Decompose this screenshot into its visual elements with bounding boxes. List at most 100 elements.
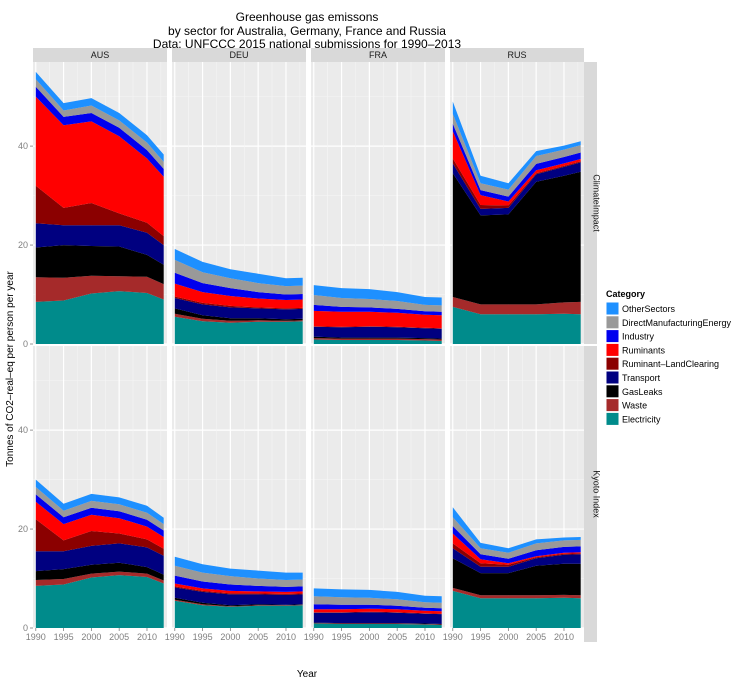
facet-panels: AUS DEU FRA RUS ClimateImpact Kyoto Index 0 20 4… — [18, 48, 602, 642]
area-ruminant-landclearing-kyoto-index-deu — [174, 586, 303, 595]
area-othersectors-kyoto-index-deu — [174, 556, 303, 580]
legend-item-waste: Waste — [605, 398, 647, 413]
facet-label-deu: DEU — [229, 50, 248, 60]
x-tick-label: 2005 — [526, 632, 546, 642]
legend-swatch-ruminant-landclearing — [606, 357, 619, 370]
legend-swatch-industry — [606, 330, 619, 343]
area-electricity-kyoto-index-fra — [313, 623, 442, 628]
area-ruminant-landclearing-kyoto-index-rus — [452, 543, 581, 567]
y-tick-label: 20 — [18, 524, 28, 534]
area-directmanufacturingenergy-climateimpact-rus — [452, 113, 581, 197]
area-ruminant-landclearing-kyoto-index-aus — [35, 519, 164, 556]
legend-label-waste: Waste — [622, 401, 647, 411]
area-othersectors-kyoto-index-rus — [452, 507, 581, 553]
area-ruminants-kyoto-index-aus — [35, 501, 164, 549]
area-gasleaks-climateimpact-fra — [313, 336, 442, 340]
area-gasleaks-kyoto-index-fra — [313, 622, 442, 625]
x-tick-label: 2010 — [415, 632, 435, 642]
y-tick-label: 40 — [18, 141, 28, 151]
area-electricity-climateimpact-rus — [452, 306, 581, 344]
area-waste-kyoto-index-aus — [35, 571, 164, 586]
area-ruminants-climateimpact-aus — [35, 96, 164, 237]
x-tick-label: 1995 — [471, 632, 491, 642]
facet-label-kyoto-index: Kyoto Index — [592, 470, 602, 518]
legend-swatch-ruminants — [606, 343, 619, 356]
x-tick-label: 2000 — [359, 632, 379, 642]
facet-strip-rus — [450, 48, 584, 62]
facet-label-aus: AUS — [91, 50, 110, 60]
facet-label-rus: RUS — [507, 50, 526, 60]
area-industry-kyoto-index-aus — [35, 494, 164, 537]
x-tick-label: 1995 — [54, 632, 74, 642]
legend-swatch-waste — [606, 399, 619, 412]
area-waste-kyoto-index-deu — [174, 599, 303, 607]
x-tick-label: 2005 — [109, 632, 129, 642]
area-electricity-kyoto-index-rus — [452, 590, 581, 628]
legend: Category OtherSectors DirectManufacturing… — [605, 289, 732, 426]
legend-item-transport: Transport — [605, 370, 661, 385]
chart-subtitle: by sector for Australia, Germany, France… — [168, 24, 446, 38]
area-waste-climateimpact-deu — [174, 313, 303, 323]
legend-item-ruminants: Ruminants — [605, 342, 666, 357]
y-tick-label: 0 — [23, 339, 28, 349]
facet-strip-fra — [311, 48, 445, 62]
legend-label-othersectors: OtherSectors — [622, 304, 676, 314]
area-transport-kyoto-index-aus — [35, 543, 164, 575]
area-directmanufacturingenergy-kyoto-index-aus — [35, 487, 164, 531]
area-directmanufacturingenergy-kyoto-index-deu — [174, 565, 303, 587]
area-othersectors-climateimpact-deu — [174, 249, 303, 287]
legend-label-directmanufacturingenergy: DirectManufacturingEnergy — [622, 318, 732, 328]
y-tick-label: 40 — [18, 425, 28, 435]
area-transport-kyoto-index-rus — [452, 548, 581, 574]
area-othersectors-kyoto-index-fra — [313, 588, 442, 603]
area-ruminant-landclearing-climateimpact-aus — [35, 185, 164, 246]
legend-label-industry: Industry — [622, 332, 655, 342]
x-axis-title: Year — [297, 669, 318, 680]
y-axis-title: Tonnes of CO2–real–eq per person per yea… — [5, 271, 16, 467]
panel-climateimpact-deu — [172, 62, 306, 345]
area-electricity-kyoto-index-deu — [174, 600, 303, 628]
area-ruminant-landclearing-climateimpact-fra — [313, 326, 442, 329]
area-waste-kyoto-index-fra — [313, 623, 442, 625]
x-tick-label: 1995 — [193, 632, 213, 642]
area-transport-climateimpact-rus — [452, 162, 581, 216]
area-gasleaks-kyoto-index-rus — [452, 558, 581, 596]
x-tick-label: 1990 — [304, 632, 324, 642]
facet-label-fra: FRA — [369, 50, 387, 60]
x-tick-label: 2000 — [498, 632, 518, 642]
x-tick-label: 2000 — [220, 632, 240, 642]
area-industry-kyoto-index-fra — [313, 604, 442, 612]
area-waste-climateimpact-rus — [452, 297, 581, 315]
area-electricity-climateimpact-aus — [35, 291, 164, 344]
legend-item-othersectors: OtherSectors — [605, 301, 676, 316]
legend-label-electricity: Electricity — [622, 414, 661, 424]
area-transport-climateimpact-aus — [35, 223, 164, 265]
legend-item-electricity: Electricity — [605, 411, 661, 426]
area-gasleaks-kyoto-index-deu — [174, 597, 303, 607]
area-industry-kyoto-index-rus — [452, 526, 581, 564]
legend-item-industry: Industry — [605, 329, 655, 344]
area-electricity-kyoto-index-aus — [35, 575, 164, 628]
x-tick-label: 1990 — [165, 632, 185, 642]
area-industry-climateimpact-deu — [174, 272, 303, 300]
y-tick-label: 20 — [18, 240, 28, 250]
area-directmanufacturingenergy-kyoto-index-fra — [313, 596, 442, 609]
legend-swatch-gasleaks — [606, 385, 619, 398]
area-ruminants-kyoto-index-fra — [313, 608, 442, 614]
x-tick-label: 1990 — [443, 632, 463, 642]
panel-kyoto-index-rus: 1990 1995 2000 2005 2010 — [443, 346, 584, 642]
chart-title: Greenhouse gas emissons — [236, 10, 379, 24]
area-othersectors-climateimpact-fra — [313, 285, 442, 306]
facet-strip-kyoto-index — [584, 346, 597, 642]
area-directmanufacturingenergy-climateimpact-deu — [174, 259, 303, 295]
area-gasleaks-climateimpact-aus — [35, 245, 164, 285]
area-ruminant-landclearing-kyoto-index-fra — [313, 611, 442, 615]
facet-strip-aus — [33, 48, 167, 62]
area-transport-kyoto-index-deu — [174, 587, 303, 606]
legend-item-ruminant-landclearing: Ruminant–LandClearing — [605, 356, 719, 371]
legend-label-transport: Transport — [622, 373, 661, 383]
facet-strip-deu — [172, 48, 306, 62]
x-tick-label: 2010 — [276, 632, 296, 642]
x-tick-label: 2010 — [137, 632, 157, 642]
panel-background — [311, 346, 445, 628]
